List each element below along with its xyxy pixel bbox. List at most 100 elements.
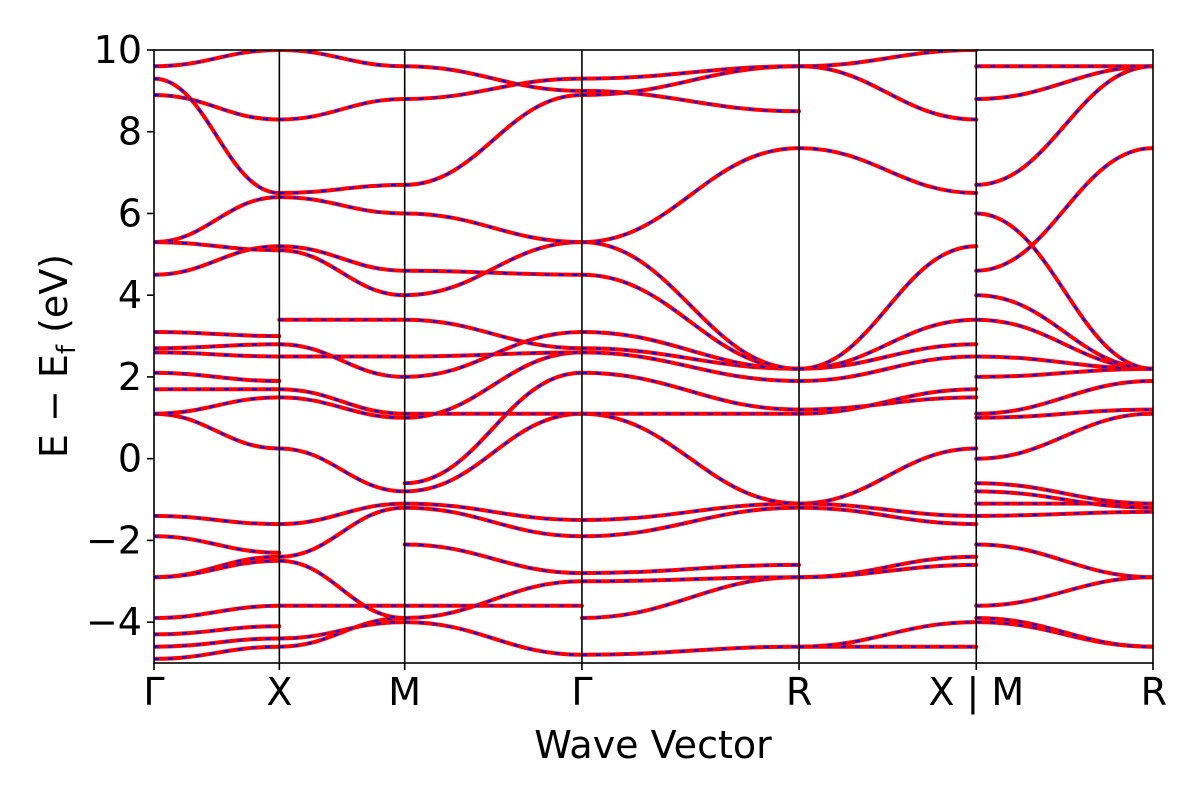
kpoint-lines xyxy=(278,50,978,663)
x-tick-label-6: R xyxy=(1141,670,1167,714)
band-overlay-s1-b6 xyxy=(279,447,405,493)
band-line-s3-b13 xyxy=(579,146,801,245)
band-line-s0-b5 xyxy=(154,558,282,580)
band-line-s0-b17 xyxy=(154,195,282,245)
band-line-s1-b14 xyxy=(277,195,407,216)
band-line-s2-b0 xyxy=(402,620,584,657)
band-overlay-s0-b15 xyxy=(154,245,280,276)
band-line-s2-b5 xyxy=(402,501,584,522)
band-line-s0-b8 xyxy=(154,411,282,451)
band-line-s1-b12 xyxy=(277,244,407,273)
band-line-s3-b6 xyxy=(579,411,801,506)
band-overlay-s0-b14 xyxy=(154,331,280,338)
band-line-s4-b14 xyxy=(797,64,979,122)
band-overlay-s4-b8 xyxy=(798,396,977,411)
band-overlay-s5-b6 xyxy=(976,490,1153,509)
band-overlay-s1-b12 xyxy=(279,245,405,272)
x-axis: Γ X M Γ R X | M R xyxy=(143,663,1167,715)
band-overlay-s5-b12 xyxy=(976,355,1153,370)
band-line-s1-b10 xyxy=(277,342,407,379)
band-overlay-s1-b14 xyxy=(279,196,405,215)
band-overlay-s3-b12 xyxy=(581,273,800,370)
band-overlay-s2-b6 xyxy=(404,412,582,493)
band-line-s5-b2 xyxy=(974,575,1153,608)
band-line-s5-b7 xyxy=(974,481,1153,506)
band-overlay-s5-b3 xyxy=(976,543,1153,579)
band-overlay-s0-b13 xyxy=(154,343,280,350)
band-overlay-s3-b9 xyxy=(581,351,800,382)
band-line-s5-b15 xyxy=(974,146,1153,273)
band-overlay-s3-b14 xyxy=(581,241,800,370)
band-overlay-s2-b15 xyxy=(404,212,582,244)
band-overlay-s5-b2 xyxy=(976,576,1153,607)
band-overlay-s0-b3 xyxy=(154,604,280,619)
band-overlay-s3-b3 xyxy=(581,563,800,575)
x-tick-label-1: X xyxy=(266,670,292,714)
band-overlay-s0-b20 xyxy=(154,50,280,68)
band-overlay-s0-b5 xyxy=(154,559,280,579)
band-overlay-s4-b1 xyxy=(798,621,977,648)
band-line-s5-b3 xyxy=(974,542,1153,580)
band-line-s0-b0 xyxy=(154,644,282,661)
band-line-s3-b1 xyxy=(579,575,801,620)
band-line-s4-b12 xyxy=(797,244,979,371)
band-line-s2-b7 xyxy=(402,370,584,486)
band-overlay-s3-b8 xyxy=(581,371,800,411)
band-overlay-s5-b1 xyxy=(976,617,1153,648)
band-overlay-s3-b4 xyxy=(581,506,800,538)
band-overlay-s3-b2 xyxy=(581,576,800,583)
y-tick-label-1: 8 xyxy=(118,110,142,154)
band-line-s5-b17 xyxy=(974,64,1153,187)
band-overlay-s2-b18 xyxy=(404,65,582,92)
band-overlay-s1-b1 xyxy=(279,621,405,640)
band-line-s1-b8 xyxy=(277,387,407,416)
band-line-s2-b1 xyxy=(402,579,584,620)
band-overlay-s3-b5 xyxy=(581,502,800,521)
band-overlay-s5-b10 xyxy=(976,380,1153,415)
y-tick-label-5: 0 xyxy=(118,437,142,481)
band-overlay-s4-b3 xyxy=(798,563,977,579)
band-line-s0-b18 xyxy=(154,93,282,122)
y-axis-title: E − Ef (eV) xyxy=(32,254,82,458)
band-overlay-s3-b1 xyxy=(581,576,800,619)
band-line-s3-b16 xyxy=(579,64,801,81)
band-line-s4-b13 xyxy=(797,146,979,195)
x-tick-label-3: Γ xyxy=(571,670,592,714)
x-tick-label-5: X | M xyxy=(928,670,1024,715)
band-overlay-s5-b16 xyxy=(976,212,1153,370)
band-overlay-s1-b13 xyxy=(279,249,405,297)
band-overlay-s1-b5 xyxy=(279,502,405,526)
band-line-s2-b8 xyxy=(402,350,584,420)
band-overlay-s0-b0 xyxy=(154,645,280,660)
band-overlay-s4-b13 xyxy=(798,147,977,194)
band-overlay-s0-b1 xyxy=(154,637,280,648)
y-axis-title-unit: (eV) xyxy=(32,254,76,345)
band-overlay-s1-b4 xyxy=(279,559,405,619)
band-lines xyxy=(154,50,1153,661)
band-overlay-s2-b4 xyxy=(404,506,582,538)
band-overlay-s1-b16 xyxy=(279,98,405,121)
band-line-s2-b13 xyxy=(402,240,584,298)
band-overlay-s5-b8 xyxy=(976,412,1153,460)
band-overlay-s3-b13 xyxy=(581,147,800,244)
band-overlay-s5-b9 xyxy=(976,408,1153,419)
band-line-s1-b1 xyxy=(277,620,407,641)
band-overlay-s4-b9 xyxy=(798,355,977,382)
band-overlay-s3-b0 xyxy=(581,645,800,656)
band-line-s1-b16 xyxy=(277,97,407,122)
band-line-s1-b6 xyxy=(277,446,407,494)
y-tick-label-0: 10 xyxy=(94,28,142,72)
band-line-s4-b1 xyxy=(797,620,979,649)
band-overlay-s1-b15 xyxy=(279,183,405,194)
plot-frame xyxy=(153,49,1154,664)
y-axis-title-main: E − E xyxy=(32,354,76,458)
band-overlay-s0-b18 xyxy=(154,94,280,121)
band-line-s4-b6 xyxy=(797,505,979,527)
band-overlay-s0-b2 xyxy=(154,625,280,636)
band-overlay-s2-b3 xyxy=(404,543,582,575)
x-axis-title: Wave Vector xyxy=(534,723,772,767)
band-line-s4-b4 xyxy=(797,446,979,506)
band-overlay-s3-b10 xyxy=(581,347,800,370)
band-overlay-s2-b12 xyxy=(404,318,582,350)
band-overlay-s5-b14 xyxy=(976,294,1153,370)
